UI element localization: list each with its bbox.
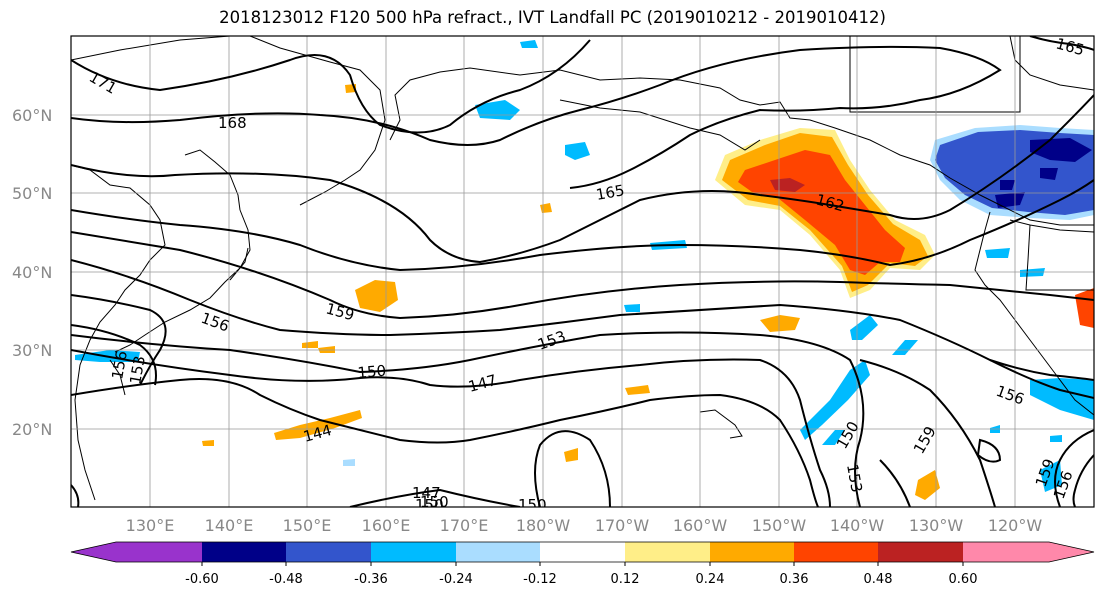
colorbar-cell: [963, 542, 1094, 562]
contour-label: 147: [412, 484, 441, 502]
contour-label: 150: [415, 496, 444, 514]
contour-label: 153: [126, 354, 149, 385]
colorbar-cell: [456, 542, 540, 562]
colorbar-tick-label: -0.12: [523, 572, 557, 587]
colorbar-cell: [371, 542, 456, 562]
colorbar-cell: [710, 542, 794, 562]
map-title: 2018123012 F120 500 hPa refract., IVT La…: [219, 8, 886, 27]
contour-label: 168: [218, 114, 247, 132]
contour-label: 150: [518, 496, 547, 514]
contour-label: 165: [595, 181, 626, 204]
lon-label: 130°E: [126, 516, 175, 535]
lat-label: 20°N: [12, 420, 52, 439]
contour-label: 150: [420, 493, 449, 511]
lat-label: 50°N: [12, 184, 52, 203]
colorbar-cell: [540, 542, 625, 562]
lon-label: 180°W: [516, 516, 571, 535]
colorbar-tick-label: -0.48: [269, 572, 303, 587]
lon-label: 150°W: [752, 516, 807, 535]
latitude-labels: 60°N 50°N 40°N 30°N 20°N: [12, 106, 52, 439]
colorbar-tick-label: 0.60: [949, 572, 978, 587]
lon-label: 160°E: [362, 516, 411, 535]
colorbar-tick-label: 0.48: [864, 572, 893, 587]
land-outlines: [71, 36, 1094, 501]
colorbar-tick-label: 0.24: [696, 572, 725, 587]
map-border: [70, 35, 1095, 508]
lon-label: 140°W: [830, 516, 885, 535]
longitude-labels: 130°E 140°E 150°E 160°E 170°E 180°W 170°…: [126, 516, 1043, 535]
contour-label: 153: [843, 463, 866, 494]
lat-label: 60°N: [12, 106, 52, 125]
colorbar-cell: [71, 542, 202, 562]
colorbar-tick-label: -0.36: [354, 572, 388, 587]
lon-label: 150°E: [283, 516, 332, 535]
colorbar: -0.60 -0.48 -0.36 -0.24 -0.12 0.12 0.24 0.36 0.4…: [70, 541, 1095, 587]
colorbar-tick-label: 0.12: [611, 572, 640, 587]
lat-label: 30°N: [12, 341, 52, 360]
colorbar-cell: [286, 542, 371, 562]
contour-label: 165: [1054, 34, 1086, 59]
colorbar-cell: [878, 542, 963, 562]
colorbar-tick-label: -0.60: [185, 572, 219, 587]
lon-label: 140°E: [205, 516, 254, 535]
colorbar-outline: [70, 541, 1095, 563]
lon-label: 130°W: [909, 516, 964, 535]
colorbar-cell: [202, 542, 286, 562]
lon-label: 160°W: [673, 516, 728, 535]
colorbar-cell: [794, 542, 878, 562]
contour-lines: [71, 36, 1094, 507]
lat-label: 40°N: [12, 263, 52, 282]
colorbar-tick-label: 0.36: [780, 572, 809, 587]
colorbar-cell: [625, 542, 710, 562]
lon-label: 120°W: [988, 516, 1043, 535]
contour-label: 150: [357, 362, 387, 382]
lon-label: 170°W: [595, 516, 650, 535]
contour-label: 156: [108, 349, 131, 380]
lon-label: 170°E: [440, 516, 489, 535]
colorbar-tick-label: -0.24: [439, 572, 473, 587]
